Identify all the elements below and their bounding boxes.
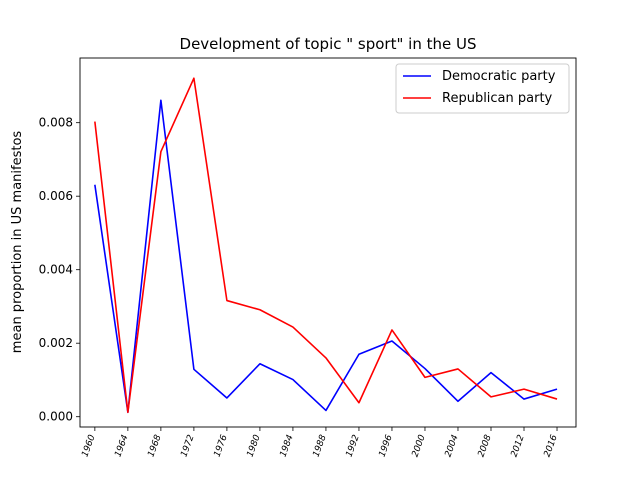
legend: Democratic party Republican party: [395, 63, 570, 114]
chart-title: Development of topic " sport" in the US: [180, 35, 477, 53]
series-layer: [94, 77, 558, 414]
legend-label-republican: Republican party: [442, 91, 553, 106]
y-tick-label: 0.008: [39, 116, 73, 130]
y-tick-label: 0.002: [39, 336, 73, 350]
series-line-democratic: [94, 99, 558, 414]
y-axis-ticks: 0.000 0.002 0.004 0.006 0.008: [39, 116, 80, 424]
legend-label-democratic: Democratic party: [442, 69, 556, 84]
y-tick-label: 0.006: [39, 189, 73, 203]
y-tick-label: 0.000: [39, 410, 73, 424]
y-tick-label: 0.004: [39, 263, 73, 277]
y-axis-label: mean proportion in US manifestos: [10, 131, 25, 354]
plot-frame: [79, 57, 577, 428]
legend-box: [395, 63, 570, 114]
series-line-republican: [94, 77, 558, 414]
